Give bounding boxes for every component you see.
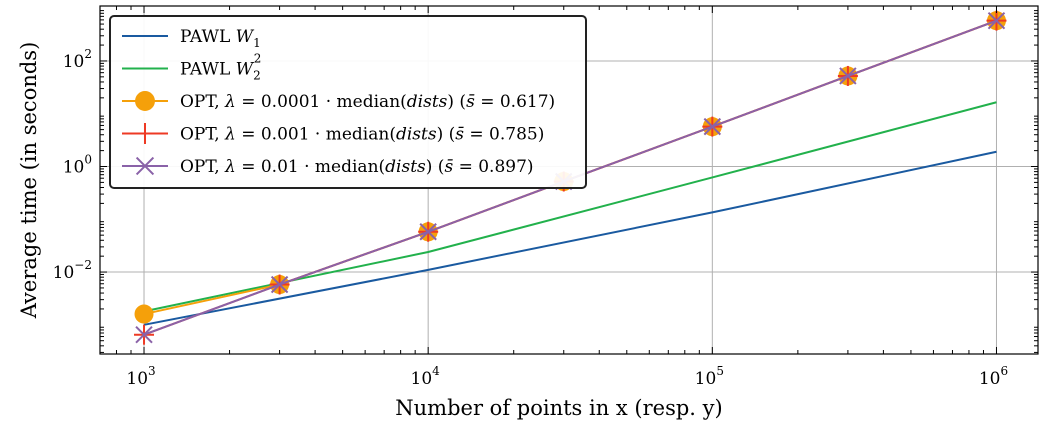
data-point-circle <box>134 304 154 324</box>
legend-entry: OPT, λ = 0.0001 · median(dists) (s̄ = 0.… <box>122 91 555 112</box>
tick-layer: 103 104 105 106 10−2 100 102 <box>53 6 1038 389</box>
legend-box <box>109 15 587 189</box>
x-tick-label: 104 <box>411 364 441 389</box>
data-point-circle <box>135 91 155 111</box>
y-tick-label: 100 <box>63 153 92 178</box>
data-point-x <box>135 325 153 344</box>
legend-label: OPT, λ = 0.001 · median(dists) (s̄ = 0.7… <box>180 125 544 145</box>
legend-entry: PAWL W22 <box>122 52 261 83</box>
data-point-x <box>987 11 1006 30</box>
data-point-x <box>703 117 722 136</box>
plot-border <box>99 5 1039 355</box>
legend-entry: PAWL W1 <box>122 27 261 50</box>
data-point-plus <box>134 123 156 144</box>
data-point-x <box>270 275 289 294</box>
y-axis-title: Average time (in seconds) <box>17 42 41 320</box>
x-axis-title: Number of points in x (resp. y) <box>395 396 722 420</box>
y-tick-label: 10−2 <box>53 258 92 283</box>
plot-frame <box>99 5 1039 355</box>
data-point-x <box>839 67 857 85</box>
data-point-x <box>419 223 437 241</box>
legend-entry: OPT, λ = 0.01 · median(dists) (s̄ = 0.89… <box>122 156 534 177</box>
series-line <box>143 150 997 326</box>
x-tick-label: 106 <box>979 364 1008 389</box>
legend-label: OPT, λ = 0.01 · median(dists) (s̄ = 0.89… <box>180 157 534 177</box>
legend-label: OPT, λ = 0.0001 · median(dists) (s̄ = 0.… <box>180 92 555 112</box>
legend-label: PAWL W1 <box>180 27 261 50</box>
legend-entry: OPT, λ = 0.001 · median(dists) (s̄ = 0.7… <box>122 123 544 145</box>
x-tick-label: 103 <box>126 364 155 389</box>
legend-label: PAWL W22 <box>180 52 261 83</box>
y-tick-label: 102 <box>63 47 92 72</box>
x-tick-label: 105 <box>695 364 724 389</box>
data-point-x <box>135 156 155 176</box>
series-1 <box>143 150 997 326</box>
